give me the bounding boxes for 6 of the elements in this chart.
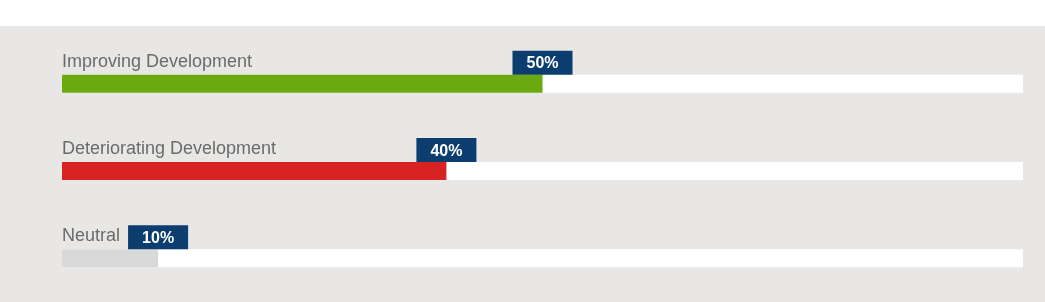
y-tick-label: Improving Development — [62, 50, 253, 71]
data-label: 50% — [526, 54, 559, 72]
y-tick-label: Deteriorating Development — [62, 138, 277, 158]
data-label: 10% — [142, 228, 175, 246]
data-label: 40% — [430, 141, 463, 159]
y-tick-label: Neutral — [62, 225, 121, 246]
